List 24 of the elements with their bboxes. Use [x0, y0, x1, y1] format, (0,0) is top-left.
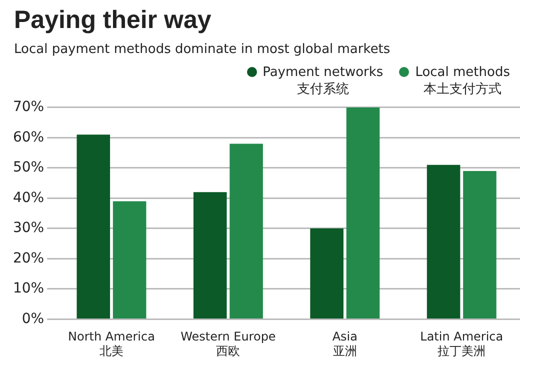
bar [193, 192, 227, 318]
x-tick-label: Asia 亚洲 [332, 330, 358, 358]
bar [112, 201, 146, 318]
bar [76, 134, 110, 318]
y-tick-label: 0% [22, 310, 44, 327]
x-tick-label: Western Europe 西欧 [180, 330, 276, 358]
x-tick-label: North America 北美 [68, 330, 155, 358]
y-tick-label: 30% [12, 220, 44, 236]
y-tick-label: 20% [12, 250, 44, 266]
x-tick-label: Latin America 拉丁美洲 [420, 330, 504, 358]
legend-label: Local methods 本土支付方式 [415, 64, 510, 98]
y-tick-label: 50% [12, 160, 44, 176]
bar [230, 144, 263, 318]
y-tick-label: 10% [12, 280, 44, 297]
chart-title: Paying their way [14, 6, 212, 35]
bar [310, 228, 344, 318]
chart-subtitle: Local payment methods dominate in most global markets [14, 42, 390, 57]
bar [426, 164, 460, 318]
bar [346, 107, 380, 318]
legend-label: Payment networks 支付系统 [262, 64, 384, 98]
y-tick-label: 60% [12, 129, 44, 146]
bar [463, 170, 496, 318]
y-tick-label: 40% [12, 190, 44, 206]
y-tick-label: 70% [12, 99, 44, 116]
